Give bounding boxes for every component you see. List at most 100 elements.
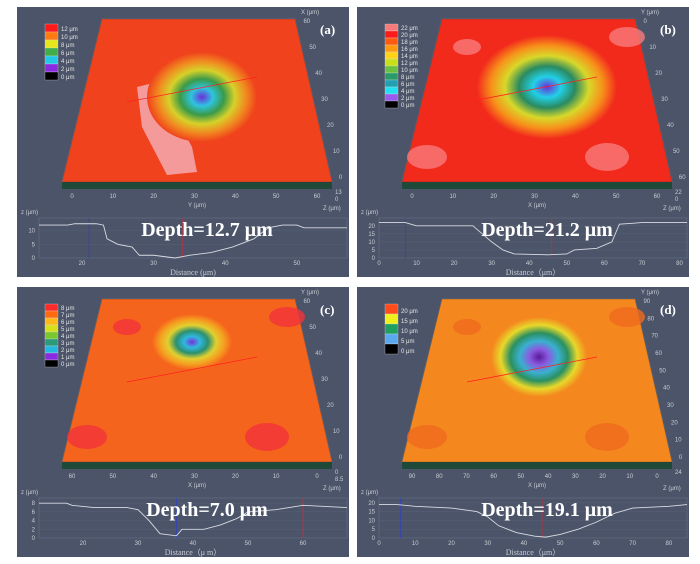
profile-x-tick: 30 — [484, 541, 491, 547]
profile-y-tick: 6 — [32, 510, 36, 516]
legend-label: 20 μm — [401, 33, 418, 39]
legend-label: 0 μm — [61, 362, 74, 368]
profile-y-tick: 10 — [368, 240, 375, 246]
profile-x-label: Distance（μ m） — [165, 548, 222, 557]
profile-x-tick: 20 — [448, 541, 455, 547]
legend-label: 0 μm — [401, 103, 414, 109]
profile-line-series — [379, 504, 688, 538]
profile-line-series — [39, 223, 347, 259]
legend-swatch — [384, 65, 399, 74]
bottom-axis-tick: 90 — [409, 474, 416, 480]
bottom-axis-tick: 40 — [232, 194, 239, 200]
depth-label: Depth=12.7 μm — [141, 219, 273, 241]
panel-graphic: 8 μm7 μm6 μm5 μm4 μm3 μm2 μm1 μm0 μm (c) 6… — [21, 290, 348, 557]
legend-swatch — [44, 324, 59, 333]
legend-label: 4 μm — [401, 89, 414, 95]
legend-label: 4 μm — [61, 334, 74, 340]
surface-side — [402, 462, 672, 469]
right-axis-tick: 30 — [321, 377, 328, 383]
bottom-axis-tick: 60 — [490, 474, 497, 480]
surface-top — [61, 298, 333, 463]
right-axis-tick: 30 — [661, 97, 668, 103]
bottom-axis-tick: 20 — [150, 194, 157, 200]
profile-x-tick: 50 — [294, 261, 301, 267]
surface-patch — [269, 307, 305, 327]
legend-label: 12 μm — [61, 27, 78, 33]
legend-swatch — [384, 58, 399, 67]
profile-x-tick: 10 — [413, 261, 420, 267]
legend-label: 0 μm — [401, 349, 414, 355]
bottom-axis-tick: 40 — [572, 194, 579, 200]
profile-line — [126, 356, 258, 383]
bottom-axis-tick: 0 — [410, 194, 414, 200]
right-axis-tick: 20 — [327, 123, 334, 129]
right-axis-tick: 60 — [679, 175, 686, 181]
surface-patch — [585, 423, 629, 451]
panel-a: 12 μm 10 μm 8 μm 6 μm 4 μm 2 μm 0 μm (a) 60 50 40 3… — [17, 7, 349, 277]
surface-patch — [453, 319, 481, 335]
bottom-axis-tick: 30 — [572, 474, 579, 480]
legend-swatch — [44, 310, 59, 319]
profile-y-label: z (μm) — [361, 490, 378, 496]
depth-label: Depth=21.2 μm — [481, 219, 613, 241]
legend-label: 15 μm — [401, 319, 418, 325]
right-axis-title: Y (μm) — [641, 290, 659, 296]
legend-label: 6 μm — [401, 82, 414, 88]
bottom-axis-tick: 50 — [518, 474, 525, 480]
legend-swatch — [384, 343, 399, 355]
legend-swatch — [384, 100, 399, 109]
legend-swatch — [44, 352, 59, 361]
bottom-axis-tick: 20 — [232, 474, 239, 480]
right-axis-title: X (μm) — [301, 10, 319, 16]
bottom-axis-tick: 70 — [463, 474, 470, 480]
profile-y-tick: 5 — [32, 242, 36, 248]
bottom-axis-tick: 10 — [626, 474, 633, 480]
legend-swatch — [384, 313, 399, 325]
right-axis-tick: 20 — [655, 71, 662, 77]
bottom-axis-tick: 50 — [273, 194, 280, 200]
legend-swatch — [44, 55, 59, 65]
bottom-axis-tick: 40 — [150, 474, 157, 480]
z-axis-tick: 22 — [675, 190, 682, 196]
surface-patch — [113, 319, 141, 335]
legend-label: 16 μm — [401, 47, 418, 53]
legend-label: 8 μm — [61, 43, 74, 49]
legend-label: 14 μm — [401, 54, 418, 60]
z-axis-tick: 13 — [335, 190, 342, 196]
right-axis-tick: 60 — [655, 351, 662, 357]
right-axis-tick: 80 — [647, 316, 654, 322]
bottom-axis-tick: 50 — [109, 474, 116, 480]
panel-label: (d) — [660, 302, 676, 317]
profile-y-tick: 5 — [372, 527, 376, 533]
profile-y-tick: 10 — [28, 229, 35, 235]
right-axis-tick: 20 — [327, 403, 334, 409]
corrosion-pit — [491, 317, 587, 397]
profile-x-tick: 20 — [80, 541, 87, 547]
legend-swatch — [44, 359, 59, 368]
right-axis-tick: 30 — [667, 403, 674, 409]
profile-x-tick: 60 — [593, 541, 600, 547]
right-axis-tick: 30 — [321, 97, 328, 103]
legend-label: 22 μm — [401, 26, 418, 32]
panel-label: (c) — [320, 302, 334, 317]
legend-label: 20 μm — [401, 309, 418, 315]
legend-label: 7 μm — [61, 313, 74, 319]
legend-label: 18 μm — [401, 40, 418, 46]
z-axis-tick: 0 — [335, 470, 339, 476]
legend-swatch — [384, 86, 399, 95]
legend-swatch — [44, 331, 59, 340]
legend-swatch — [384, 44, 399, 53]
bottom-axis-tick: 60 — [69, 474, 76, 480]
profile-y-tick: 15 — [368, 232, 375, 238]
right-axis-tick: 0 — [679, 455, 683, 461]
right-axis-tick: 10 — [675, 438, 682, 444]
profile-x-label: Distance（μm） — [506, 548, 561, 557]
legend-swatch — [44, 303, 59, 312]
right-axis-tick: 50 — [659, 368, 666, 374]
panel-label: (a) — [320, 22, 335, 37]
bottom-axis-tick: 30 — [191, 474, 198, 480]
right-axis-tick: 10 — [649, 45, 656, 51]
